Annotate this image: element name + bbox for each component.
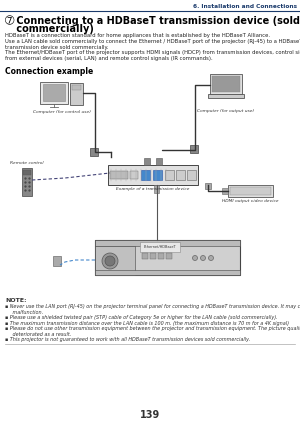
Bar (187, 170, 196, 180)
Bar (90, 148, 98, 156)
Bar (108, 165, 198, 185)
Text: 6. Installation and Connections: 6. Installation and Connections (193, 4, 297, 9)
Bar (23, 170, 31, 175)
Text: Ethernet/HDBaseT: Ethernet/HDBaseT (144, 245, 176, 249)
Text: Connection example: Connection example (5, 67, 93, 76)
Bar (205, 183, 211, 189)
Bar (70, 83, 83, 105)
Text: NOTE:: NOTE: (5, 298, 27, 303)
Bar (72, 85, 81, 90)
Text: ➆: ➆ (5, 16, 14, 26)
Bar (150, 253, 156, 259)
Text: ▪ The maximum transmission distance over the LAN cable is 100 m. (the maximum di: ▪ The maximum transmission distance over… (5, 321, 289, 326)
Text: malfunction.: malfunction. (5, 310, 43, 314)
Bar (95, 246, 135, 275)
Text: commercially): commercially) (13, 25, 94, 35)
Bar (190, 145, 198, 153)
Bar (95, 270, 240, 275)
Bar (166, 253, 172, 259)
Circle shape (105, 256, 115, 266)
Text: The Ethernet/HDBaseT port of the projector supports HDMI signals (HDCP) from tra: The Ethernet/HDBaseT port of the project… (5, 50, 300, 55)
Text: Computer (for output use): Computer (for output use) (197, 109, 255, 113)
Bar (95, 240, 240, 275)
Text: Use a LAN cable sold commercially to connect the Ethernet / HDBaseT port of the : Use a LAN cable sold commercially to con… (5, 39, 300, 44)
Text: Connecting to a HDBaseT transmission device (sold: Connecting to a HDBaseT transmission dev… (13, 16, 300, 26)
Text: Example of a transmission device: Example of a transmission device (116, 187, 190, 191)
Text: ▪ This projector is not guaranteed to work with all HDBaseT transmission devices: ▪ This projector is not guaranteed to wo… (5, 337, 250, 342)
Bar (22, 168, 32, 196)
Text: ▪ Never use the LAN port (RJ-45) on the projector terminal panel for connecting : ▪ Never use the LAN port (RJ-45) on the … (5, 304, 300, 309)
Bar (130, 171, 138, 179)
Bar (228, 185, 273, 197)
Bar (144, 158, 150, 165)
Bar (230, 187, 271, 195)
Bar (156, 158, 162, 165)
Text: transmission device sold commercially.: transmission device sold commercially. (5, 44, 109, 49)
Bar (43, 84, 65, 101)
Bar (222, 188, 228, 194)
Bar (142, 253, 148, 259)
Bar (212, 76, 240, 92)
Text: HDBaseT is a connection standard for home appliances that is established by the : HDBaseT is a connection standard for hom… (5, 33, 270, 38)
Bar (210, 74, 242, 94)
Circle shape (102, 253, 118, 269)
Circle shape (208, 255, 214, 261)
Circle shape (193, 255, 197, 261)
Bar (140, 242, 180, 252)
Bar (176, 170, 185, 180)
Bar (53, 256, 61, 266)
Text: Remote control: Remote control (10, 161, 44, 165)
Bar (154, 185, 159, 193)
Bar (165, 170, 174, 180)
Bar (95, 240, 240, 246)
Text: Computer (for control use): Computer (for control use) (33, 110, 91, 114)
Text: ▪ Please do not use other transmission equipment between the projector and trans: ▪ Please do not use other transmission e… (5, 326, 300, 331)
Text: deteriorated as a result.: deteriorated as a result. (5, 332, 71, 337)
Bar (141, 170, 150, 180)
Text: HDMI output video device: HDMI output video device (222, 199, 278, 203)
Circle shape (200, 255, 206, 261)
Bar (158, 253, 164, 259)
Bar (110, 171, 128, 179)
Text: 139: 139 (140, 410, 160, 420)
Text: ▪ Please use a shielded twisted pair (STP) cable of Category 5e or higher for th: ▪ Please use a shielded twisted pair (ST… (5, 315, 278, 320)
Bar (208, 94, 244, 98)
Bar (40, 82, 68, 104)
Bar (153, 170, 162, 180)
Text: from external devices (serial, LAN) and remote control signals (IR commands).: from external devices (serial, LAN) and … (5, 56, 213, 61)
